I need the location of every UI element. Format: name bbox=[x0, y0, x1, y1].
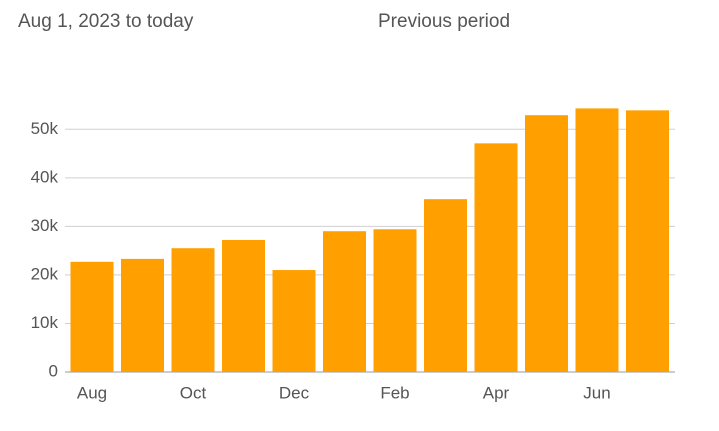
bar bbox=[525, 115, 568, 372]
y-tick-label: 10k bbox=[31, 313, 59, 332]
bar bbox=[272, 270, 316, 372]
bar bbox=[70, 261, 114, 372]
bar bbox=[575, 108, 619, 372]
y-tick-label: 30k bbox=[31, 216, 59, 235]
x-tick-label: Aug bbox=[77, 383, 107, 402]
bar bbox=[474, 143, 518, 372]
comparison-label: Previous period bbox=[378, 11, 510, 32]
x-tick-label: Jun bbox=[583, 383, 610, 402]
bar bbox=[626, 110, 669, 372]
bar bbox=[171, 248, 215, 372]
bar bbox=[424, 199, 467, 372]
x-tick-label: Oct bbox=[180, 383, 207, 402]
y-tick-label: 40k bbox=[31, 167, 59, 186]
bar bbox=[222, 239, 265, 372]
y-tick-label: 0 bbox=[49, 361, 58, 380]
x-tick-label: Feb bbox=[380, 383, 409, 402]
y-tick-label: 50k bbox=[31, 119, 59, 138]
x-tick-label: Dec bbox=[279, 383, 310, 402]
bar bbox=[121, 258, 164, 372]
bar bbox=[373, 229, 417, 372]
date-range: Aug 1, 2023 to today bbox=[18, 11, 194, 32]
bar bbox=[323, 231, 366, 372]
x-tick-label: Apr bbox=[483, 383, 510, 402]
y-tick-label: 20k bbox=[31, 264, 59, 283]
